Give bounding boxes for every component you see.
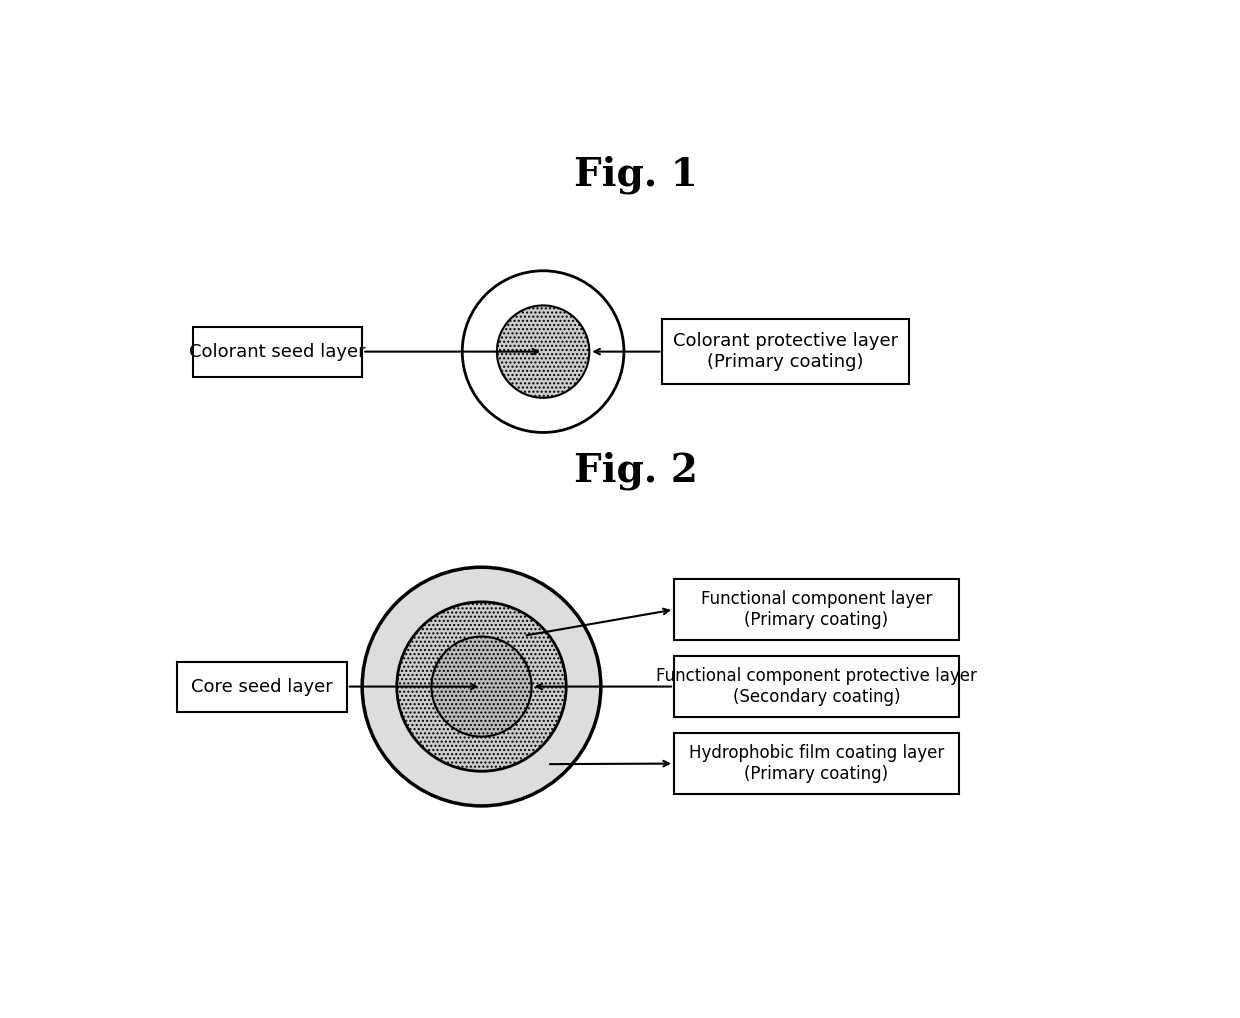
FancyBboxPatch shape	[192, 327, 362, 377]
FancyBboxPatch shape	[675, 733, 959, 794]
FancyBboxPatch shape	[675, 656, 959, 718]
Text: Functional component layer
(Primary coating): Functional component layer (Primary coat…	[701, 590, 932, 629]
FancyBboxPatch shape	[662, 319, 909, 385]
Text: Colorant protective layer
(Primary coating): Colorant protective layer (Primary coati…	[673, 332, 898, 371]
Circle shape	[463, 271, 624, 433]
Text: Fig. 1: Fig. 1	[574, 156, 697, 193]
FancyBboxPatch shape	[177, 662, 347, 712]
FancyBboxPatch shape	[675, 579, 959, 640]
Text: Core seed layer: Core seed layer	[191, 678, 332, 695]
Circle shape	[397, 602, 567, 772]
Circle shape	[362, 567, 601, 806]
Text: Fig. 2: Fig. 2	[574, 452, 697, 491]
Text: Hydrophobic film coating layer
(Primary coating): Hydrophobic film coating layer (Primary …	[689, 744, 944, 783]
Circle shape	[432, 636, 532, 737]
Text: Functional component protective layer
(Secondary coating): Functional component protective layer (S…	[656, 667, 977, 705]
Text: Colorant seed layer: Colorant seed layer	[190, 343, 366, 360]
Circle shape	[497, 305, 589, 398]
